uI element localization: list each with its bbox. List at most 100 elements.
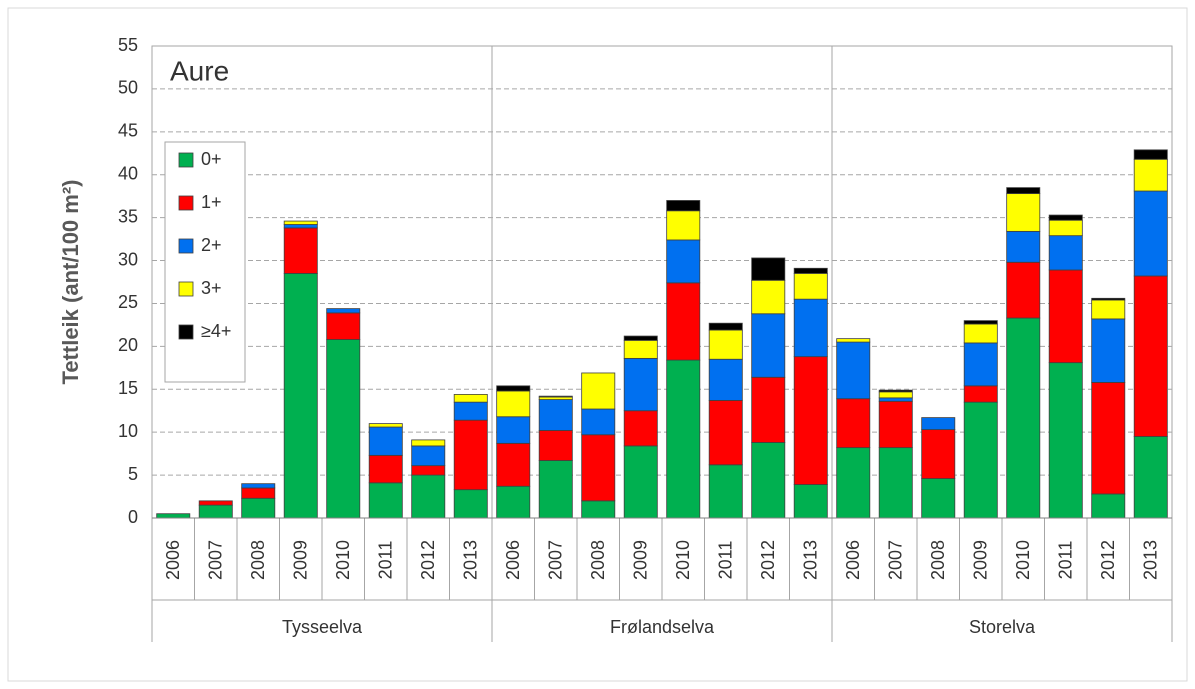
bar-segment bbox=[793, 298, 828, 358]
bar-segment bbox=[496, 442, 531, 487]
bar-segment bbox=[708, 322, 743, 331]
bar-segment bbox=[283, 224, 318, 229]
bar-segment bbox=[963, 320, 998, 325]
x-tick-label: 2009 bbox=[291, 540, 311, 580]
x-tick-label: 2009 bbox=[631, 540, 651, 580]
x-tick-label: 2007 bbox=[886, 540, 906, 580]
bar-segment bbox=[708, 464, 743, 519]
bar-segment bbox=[623, 410, 658, 447]
bar-segment bbox=[623, 335, 658, 341]
y-tick-label: 40 bbox=[118, 163, 138, 183]
y-tick-label: 45 bbox=[118, 121, 138, 141]
legend-swatch bbox=[178, 152, 194, 168]
y-tick-label: 20 bbox=[118, 335, 138, 355]
x-tick-label: 2011 bbox=[716, 541, 736, 580]
bar-segment bbox=[878, 391, 913, 399]
bar-segment bbox=[793, 484, 828, 519]
bar-segment bbox=[411, 439, 446, 447]
y-tick-label: 50 bbox=[118, 78, 138, 98]
bar-segment bbox=[538, 430, 573, 461]
bar-segment bbox=[1133, 149, 1168, 160]
y-tick-label: 55 bbox=[118, 35, 138, 55]
bar-segment bbox=[708, 358, 743, 401]
bar-segment bbox=[793, 356, 828, 485]
bar-segment bbox=[793, 273, 828, 300]
bar-segment bbox=[623, 445, 658, 519]
bar-segment bbox=[836, 447, 871, 519]
bar-segment bbox=[283, 227, 318, 274]
y-tick-label: 15 bbox=[118, 378, 138, 398]
y-tick-label: 0 bbox=[128, 507, 138, 527]
bar-segment bbox=[1006, 230, 1041, 263]
bar-segment bbox=[878, 389, 913, 393]
x-tick-label: 2008 bbox=[928, 540, 948, 580]
bar-segment bbox=[411, 465, 446, 476]
bar-segment bbox=[1048, 269, 1083, 364]
bar-segment bbox=[1133, 275, 1168, 437]
bar-segment bbox=[241, 483, 276, 489]
legend-label: 0+ bbox=[201, 149, 222, 169]
x-tick-label: 2012 bbox=[418, 540, 438, 580]
x-tick-label: 2012 bbox=[758, 540, 778, 580]
bar-segment bbox=[198, 504, 233, 519]
x-tick-label: 2008 bbox=[588, 540, 608, 580]
x-tick-label: 2010 bbox=[673, 540, 693, 580]
x-tick-label: 2010 bbox=[1013, 540, 1033, 580]
legend-frame bbox=[164, 141, 246, 383]
x-tick-label: 2009 bbox=[971, 540, 991, 580]
bar-segment bbox=[1133, 436, 1168, 519]
bar-segment bbox=[623, 357, 658, 412]
bar-segment bbox=[1091, 299, 1126, 320]
bar-segment bbox=[623, 339, 658, 359]
bar-segment bbox=[751, 257, 786, 281]
x-tick-label: 2010 bbox=[333, 540, 353, 580]
bar-segment bbox=[921, 417, 956, 431]
bar-segment bbox=[751, 313, 786, 378]
legend-label: 2+ bbox=[201, 235, 222, 255]
bar-segment bbox=[496, 385, 531, 392]
bar-segment bbox=[836, 398, 871, 449]
bar-segment bbox=[878, 447, 913, 519]
bar-segment bbox=[411, 445, 446, 467]
x-tick-label: 2013 bbox=[801, 540, 821, 580]
y-axis-label: Tettleik (ant/100 m²) bbox=[58, 180, 83, 385]
bar-segment bbox=[581, 408, 616, 436]
bar-segment bbox=[198, 500, 233, 506]
x-tick-label: 2007 bbox=[546, 540, 566, 580]
bar-segment bbox=[921, 478, 956, 519]
bar-segment bbox=[666, 239, 701, 284]
y-tick-label: 35 bbox=[118, 206, 138, 226]
bar-segment bbox=[326, 308, 361, 314]
y-tick-label: 10 bbox=[118, 421, 138, 441]
bar-segment bbox=[453, 394, 488, 403]
y-tick-label: 25 bbox=[118, 292, 138, 312]
bar-segment bbox=[241, 487, 276, 499]
bar-segment bbox=[666, 359, 701, 519]
x-tick-label: 2006 bbox=[843, 540, 863, 580]
bar-segment bbox=[156, 513, 191, 519]
bar-segment bbox=[1091, 318, 1126, 383]
bar-segment bbox=[1006, 187, 1041, 195]
bar-segment bbox=[666, 210, 701, 241]
bar-segment bbox=[538, 395, 573, 398]
bar-segment bbox=[241, 497, 276, 519]
bar-segment bbox=[1091, 493, 1126, 519]
bar-segment bbox=[836, 341, 871, 400]
bar-segment bbox=[581, 500, 616, 519]
x-tick-label: 2013 bbox=[1141, 540, 1161, 580]
bar-segment bbox=[963, 342, 998, 387]
x-tick-label: 2011 bbox=[376, 541, 396, 580]
annotation: Aure bbox=[170, 55, 229, 86]
bar-segment bbox=[1048, 219, 1083, 237]
legend-label: ≥4+ bbox=[201, 321, 231, 341]
bar-segment bbox=[538, 460, 573, 519]
legend-swatch bbox=[178, 324, 194, 340]
bar-segment bbox=[836, 338, 871, 343]
x-tick-label: 2006 bbox=[163, 540, 183, 580]
bar-segment bbox=[708, 400, 743, 466]
bar-segment bbox=[283, 220, 318, 225]
bar-segment bbox=[793, 267, 828, 274]
bar-segment bbox=[1006, 317, 1041, 519]
bar-segment bbox=[368, 423, 403, 428]
y-tick-label: 5 bbox=[128, 464, 138, 484]
